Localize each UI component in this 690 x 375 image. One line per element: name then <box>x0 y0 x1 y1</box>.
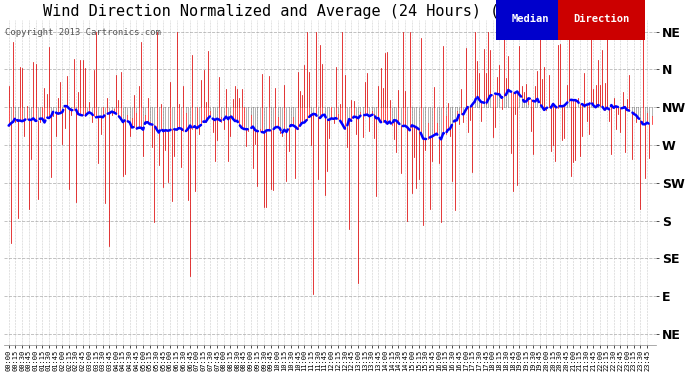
Text: Copyright 2013 Cartronics.com: Copyright 2013 Cartronics.com <box>5 28 161 38</box>
Text: Median: Median <box>511 14 549 24</box>
Title: Wind Direction Normalized and Average (24 Hours) (Old) 20130219: Wind Direction Normalized and Average (2… <box>43 4 618 19</box>
Text: Direction: Direction <box>573 14 629 24</box>
